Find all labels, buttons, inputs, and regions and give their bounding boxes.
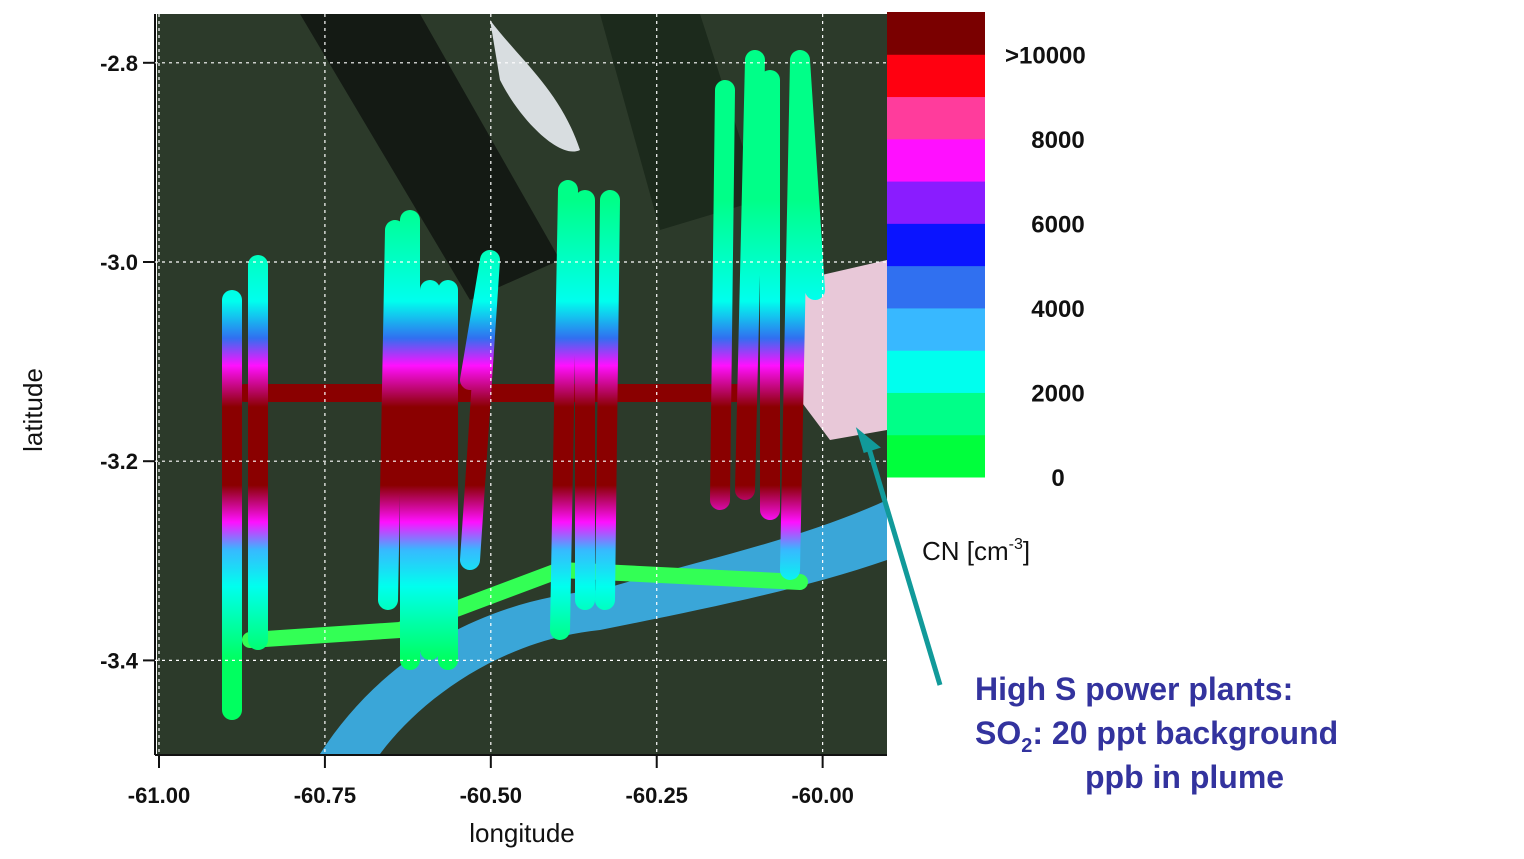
colorbar-tick-label: 0 xyxy=(1051,465,1064,492)
y-tick-label: -3.4 xyxy=(100,648,139,673)
x-tick-label: -60.00 xyxy=(791,783,853,808)
colorbar-tick-label: 6000 xyxy=(1031,211,1084,238)
y-axis-title: latitude xyxy=(18,368,48,452)
annotation-subscript: 2 xyxy=(1021,735,1032,757)
colorbar-band xyxy=(887,12,985,55)
y-tick-label: -3.0 xyxy=(100,250,138,275)
annotation-text: SO xyxy=(975,715,1021,751)
x-tick-label: -60.75 xyxy=(294,783,356,808)
x-axis-title: longitude xyxy=(469,818,575,848)
annotation-line: SO2: 20 ppt background xyxy=(975,715,1338,757)
colorbar: >10000 8000 6000 4000 2000 0 xyxy=(887,12,1086,492)
x-tick-label: -61.00 xyxy=(128,783,190,808)
unit-exponent: -3 xyxy=(1009,536,1023,553)
unit-suffix: ] xyxy=(1023,536,1030,566)
annotation-line: ppb in plume xyxy=(1085,759,1284,795)
colorbar-unit: CN [cm-3] xyxy=(922,536,1030,566)
unit-prefix: CN [cm xyxy=(922,536,1009,566)
y-tick-label: -3.2 xyxy=(100,449,138,474)
colorbar-tick-label: 2000 xyxy=(1031,380,1084,407)
flight-track xyxy=(560,190,610,630)
colorbar-tick-label: >10000 xyxy=(1005,42,1086,69)
colorbar-tick-label: 8000 xyxy=(1031,127,1084,154)
colorbar-band xyxy=(887,97,985,140)
annotation-line: High S power plants: xyxy=(975,671,1293,707)
annotation-text: : 20 ppt background xyxy=(1032,715,1338,751)
colorbar-band xyxy=(887,266,985,309)
colorbar-band xyxy=(887,223,985,266)
colorbar-tick-label: 4000 xyxy=(1031,296,1084,323)
colorbar-band xyxy=(887,435,985,478)
colorbar-band xyxy=(887,392,985,435)
map-figure: -61.00 -60.75 -60.50 -60.25 -60.00 -2.8 -3.0 -3… xyxy=(0,0,1524,859)
colorbar-band xyxy=(887,181,985,224)
colorbar-band xyxy=(887,308,985,351)
colorbar-band xyxy=(887,139,985,182)
colorbar-band xyxy=(887,350,985,393)
x-tick-label: -60.25 xyxy=(626,783,688,808)
page: -61.00 -60.75 -60.50 -60.25 -60.00 -2.8 -3.0 -3… xyxy=(0,0,1524,859)
colorbar-band xyxy=(887,54,985,97)
x-tick-label: -60.50 xyxy=(460,783,522,808)
y-tick-label: -2.8 xyxy=(100,51,138,76)
